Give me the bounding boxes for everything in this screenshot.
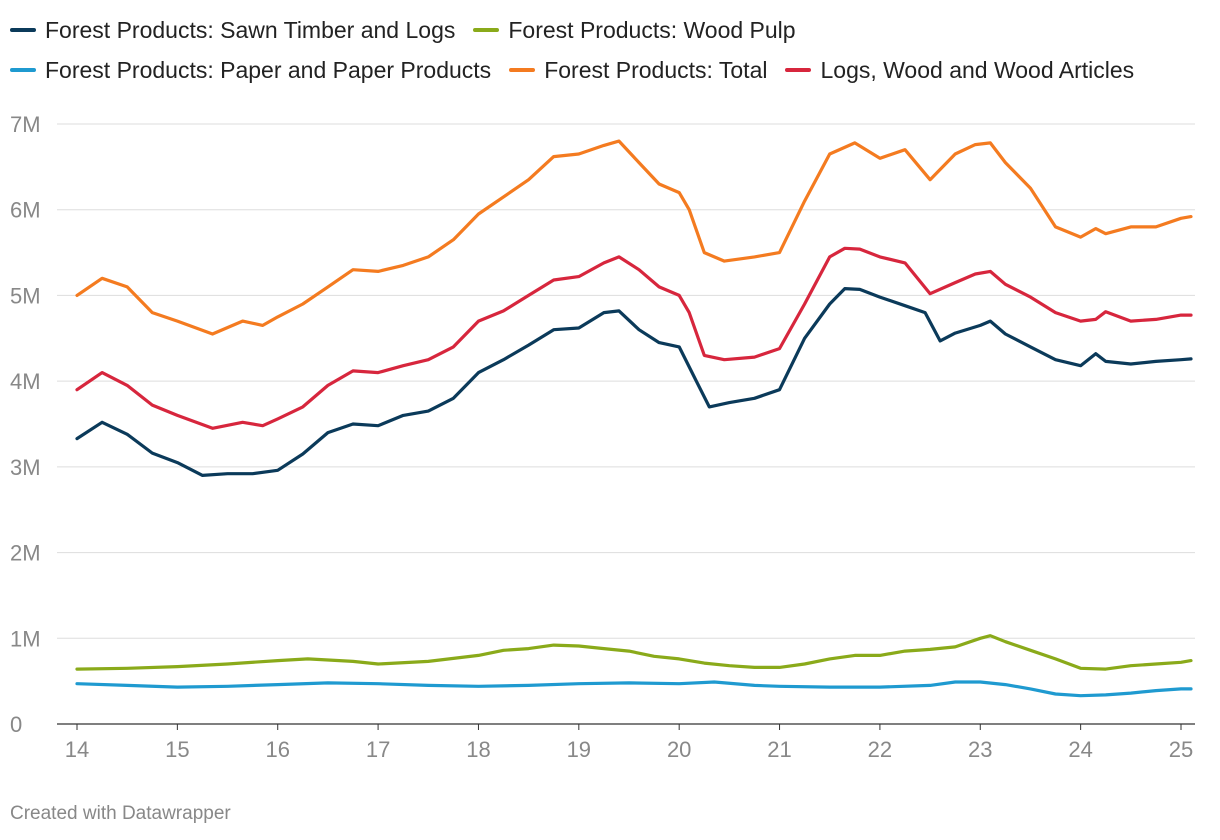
x-tick-label: 16 bbox=[265, 737, 289, 762]
y-tick-label: 0 bbox=[10, 712, 22, 737]
legend-swatch bbox=[473, 27, 500, 32]
x-tick-label: 23 bbox=[968, 737, 992, 762]
legend-swatch bbox=[10, 67, 36, 72]
y-tick-label: 1M bbox=[10, 626, 41, 651]
legend-item: Forest Products: Sawn Timber and Logs bbox=[10, 10, 455, 50]
y-tick-label: 6M bbox=[10, 198, 41, 223]
series-line bbox=[75, 287, 1193, 477]
legend-item: Forest Products: Total bbox=[509, 50, 767, 90]
datawrapper-credit: Created with Datawrapper bbox=[10, 803, 231, 824]
x-tick-label: 20 bbox=[667, 737, 691, 762]
legend-label: Forest Products: Sawn Timber and Logs bbox=[45, 17, 456, 43]
legend-swatch bbox=[785, 67, 812, 72]
legend-item: Forest Products: Wood Pulp bbox=[473, 10, 796, 50]
series-line bbox=[75, 680, 1193, 698]
y-tick-label: 5M bbox=[10, 283, 41, 308]
legend-item: Logs, Wood and Wood Articles bbox=[785, 50, 1134, 90]
y-tick-label: 2M bbox=[10, 541, 41, 566]
legend-item: Forest Products: Paper and Paper Product… bbox=[10, 50, 491, 90]
legend-swatch bbox=[509, 67, 536, 72]
chart-legend: Forest Products: Sawn Timber and Logs For… bbox=[10, 10, 1210, 90]
series-line bbox=[75, 139, 1193, 336]
legend-swatch bbox=[10, 27, 36, 32]
y-tick-label: 7M bbox=[10, 112, 41, 137]
legend-label: Forest Products: Total bbox=[544, 57, 768, 83]
x-tick-label: 15 bbox=[165, 737, 189, 762]
x-tick-label: 21 bbox=[767, 737, 791, 762]
x-tick-label: 19 bbox=[567, 737, 591, 762]
x-tick-label: 25 bbox=[1169, 737, 1193, 762]
x-tick-label: 17 bbox=[366, 737, 390, 762]
series-line bbox=[75, 634, 1193, 671]
legend-label: Forest Products: Wood Pulp bbox=[508, 17, 796, 43]
x-tick-label: 18 bbox=[466, 737, 490, 762]
x-tick-label: 24 bbox=[1068, 737, 1092, 762]
y-tick-label: 3M bbox=[10, 455, 41, 480]
legend-label: Logs, Wood and Wood Articles bbox=[820, 57, 1135, 83]
series-line bbox=[75, 246, 1193, 430]
y-tick-label: 4M bbox=[10, 369, 41, 394]
legend-label: Forest Products: Paper and Paper Product… bbox=[45, 57, 492, 83]
x-tick-label: 22 bbox=[868, 737, 892, 762]
x-tick-label: 14 bbox=[65, 737, 89, 762]
